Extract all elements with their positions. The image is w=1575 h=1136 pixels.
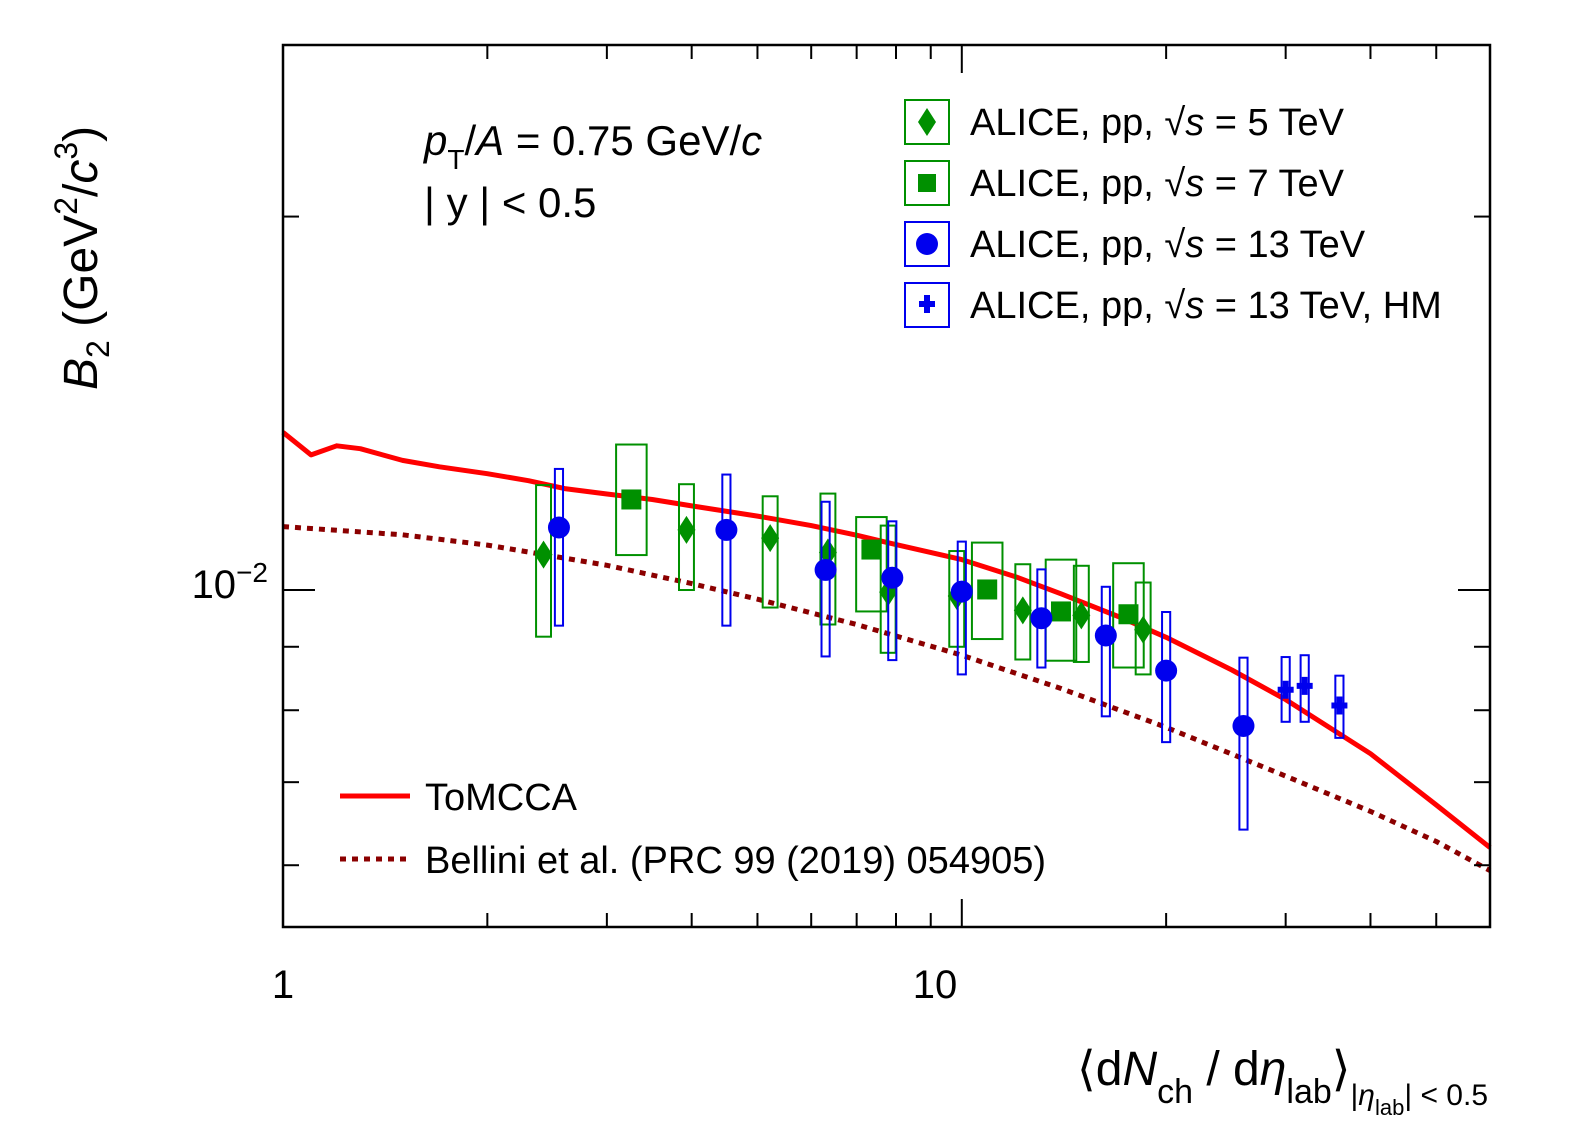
x-axis-label: ⟨dNch / dηlab⟩|ηlab| < 0.5 bbox=[1077, 1043, 1488, 1120]
point-square bbox=[621, 489, 642, 510]
legend-entry-13tev: ALICE, pp, √s = 13 TeV bbox=[904, 221, 1366, 267]
annotation-rapidity: | y | < 0.5 bbox=[424, 179, 596, 226]
sys-box bbox=[1238, 656, 1249, 831]
sys-box bbox=[553, 467, 565, 627]
axis-ticks bbox=[282, 45, 1491, 927]
legend-square-marker bbox=[918, 174, 936, 192]
series-diamond bbox=[534, 483, 1153, 676]
sys-box bbox=[1112, 562, 1145, 669]
sys-box bbox=[956, 540, 967, 676]
sys-box bbox=[1100, 585, 1111, 718]
legend-label-13tev-hm: ALICE, pp, √s = 13 TeV, HM bbox=[970, 285, 1442, 327]
legend-circle-marker bbox=[916, 233, 938, 255]
series-cross bbox=[1277, 654, 1348, 739]
legend-entry-7tev: ALICE, pp, √s = 7 TeV bbox=[904, 160, 1345, 206]
point-diamond bbox=[677, 515, 696, 544]
x-tick-label-1: 1 bbox=[272, 963, 294, 1007]
legend-box-7tev bbox=[904, 160, 950, 206]
legend-entry-13tev-hm: ALICE, pp, √s = 13 TeV, HM bbox=[904, 282, 1442, 328]
legend-curves: ToMCCA Bellini et al. (PRC 99 (2019) 054… bbox=[340, 777, 1046, 882]
point-square bbox=[1050, 601, 1071, 622]
legend-label-5tev: ALICE, pp, √s = 5 TeV bbox=[970, 102, 1345, 144]
point-square bbox=[977, 579, 998, 600]
point-cross bbox=[1331, 696, 1348, 715]
sys-box bbox=[887, 520, 898, 662]
point-circle bbox=[1232, 714, 1255, 737]
legend-cross-marker bbox=[919, 295, 935, 313]
legend-label-13tev: ALICE, pp, √s = 13 TeV bbox=[970, 224, 1366, 266]
y-axis-label: B2 (GeV2/c3) bbox=[48, 126, 116, 390]
legend-label-tomcca: ToMCCA bbox=[425, 777, 578, 819]
point-circle bbox=[715, 518, 738, 541]
sys-box bbox=[721, 473, 732, 627]
point-circle bbox=[1030, 607, 1053, 630]
point-circle bbox=[950, 580, 973, 603]
legend-box-5tev bbox=[904, 99, 950, 145]
legend-label-7tev: ALICE, pp, √s = 7 TeV bbox=[970, 163, 1345, 205]
legend-box-13tev bbox=[904, 221, 950, 267]
legend-data: ALICE, pp, √s = 5 TeV ALICE, pp, √s = 7 … bbox=[904, 99, 1442, 328]
curve-bellini bbox=[282, 524, 1492, 873]
legend-entry-5tev: ALICE, pp, √s = 5 TeV bbox=[904, 99, 1345, 145]
sys-box bbox=[819, 492, 837, 626]
plot-frame bbox=[281, 43, 1492, 929]
sys-box bbox=[535, 484, 552, 638]
sys-box bbox=[615, 443, 648, 557]
sys-box bbox=[855, 516, 888, 613]
x-tick-label-10: 10 bbox=[913, 963, 958, 1007]
theory-curves bbox=[281, 430, 1492, 873]
point-circle bbox=[814, 558, 837, 581]
curve-tomcca bbox=[281, 430, 1492, 850]
point-cross bbox=[1277, 680, 1294, 699]
point-circle bbox=[881, 566, 904, 589]
point-diamond bbox=[534, 540, 553, 569]
point-diamond bbox=[761, 524, 780, 553]
point-cross bbox=[1296, 676, 1313, 695]
legend-box-13tev-hm bbox=[904, 282, 950, 328]
point-circle bbox=[1094, 624, 1117, 647]
series-circle bbox=[547, 467, 1255, 831]
point-circle bbox=[547, 516, 570, 539]
legend-diamond-marker bbox=[918, 108, 936, 136]
point-square bbox=[1118, 604, 1139, 625]
sys-box bbox=[761, 495, 779, 609]
sys-box bbox=[678, 483, 695, 592]
y-tick-label-1e-2: 10−2 bbox=[192, 557, 268, 607]
legend-label-bellini: Bellini et al. (PRC 99 (2019) 054905) bbox=[425, 840, 1046, 882]
data-points bbox=[534, 443, 1348, 831]
point-diamond bbox=[1013, 596, 1032, 625]
annotation-pt-per-a: pT/A = 0.75 GeV/c bbox=[422, 117, 762, 175]
point-circle bbox=[1155, 659, 1178, 682]
point-square bbox=[861, 539, 882, 560]
